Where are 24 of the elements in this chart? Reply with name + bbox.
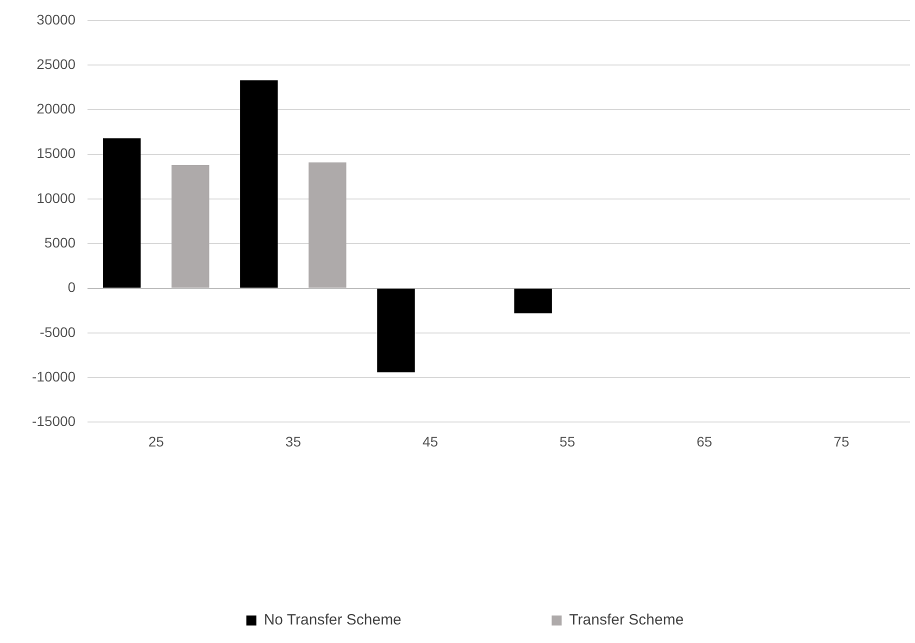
y-tick-label: -15000 [32,413,76,430]
x-tick-label: 35 [285,433,302,450]
y-tick-label: 10000 [36,190,76,206]
legend-label: Transfer Scheme [569,612,684,629]
legend-label: No Transfer Scheme [264,612,402,629]
y-tick-label: 30000 [36,11,76,28]
x-tick-label: 25 [148,433,164,450]
x-tick-label: 45 [422,433,438,450]
y-tick-label: 15000 [36,145,76,162]
x-tick-label: 55 [560,433,576,450]
y-tick-label: 20000 [36,100,76,117]
bar [103,138,141,288]
y-tick-label: -5000 [40,324,76,340]
bar [240,80,278,288]
bar [377,288,415,372]
y-tick-label: 0 [68,279,76,296]
bar [308,162,346,288]
y-tick-label: 25000 [36,56,76,72]
x-tick-label: 75 [834,433,850,450]
bar [172,165,210,288]
y-tick-label: 5000 [44,234,76,250]
y-tick-label: -10000 [32,368,76,384]
x-tick-label: 65 [696,433,712,450]
bar [514,288,552,314]
